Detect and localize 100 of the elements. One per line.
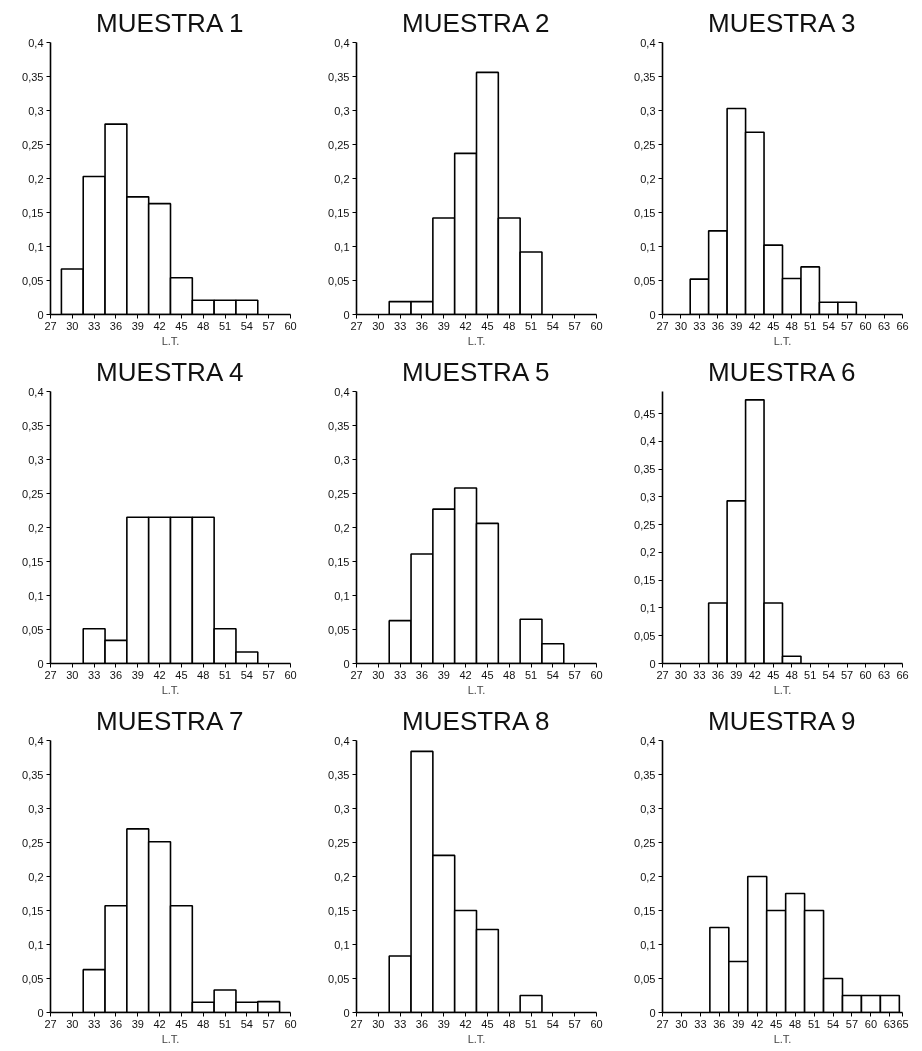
y-tick-label: 0,15 xyxy=(634,574,656,587)
x-tick-label: 51 xyxy=(804,668,817,681)
x-tick-label: 54 xyxy=(822,319,835,332)
y-tick-label: 0,15 xyxy=(22,206,44,219)
y-tick-label: 0,05 xyxy=(328,274,350,287)
y-tick-label: 0,25 xyxy=(22,138,44,151)
y-tick-label: 0,35 xyxy=(328,70,350,83)
y-tick-label: 0,3 xyxy=(334,453,350,466)
x-tick-label: 60 xyxy=(859,668,872,681)
y-tick-label: 0,05 xyxy=(634,274,656,287)
chart-title: MUESTRA 8 xyxy=(402,705,550,736)
x-tick-label: 60 xyxy=(859,319,872,332)
x-tick-label: 65 xyxy=(896,1017,909,1030)
x-tick-label: 45 xyxy=(767,319,780,332)
x-tick-label: 48 xyxy=(503,668,516,681)
x-tick-label: 60 xyxy=(284,668,297,681)
y-tick-label: 0,3 xyxy=(640,490,656,503)
x-axis-title: L.T. xyxy=(467,683,486,696)
x-tick-label: 48 xyxy=(197,1017,210,1030)
x-axis-title: L.T. xyxy=(161,1032,180,1045)
y-tick-label: 0,3 xyxy=(28,453,44,466)
x-tick-label: 45 xyxy=(481,668,494,681)
y-tick-label: 0,2 xyxy=(334,870,350,883)
x-tick-label: 60 xyxy=(864,1017,878,1030)
x-tick-label: 54 xyxy=(546,668,559,681)
y-tick-label: 0,1 xyxy=(28,938,44,951)
x-tick-label: 57 xyxy=(568,668,581,681)
y-tick-label: 0,15 xyxy=(22,904,44,917)
x-tick-label: 54 xyxy=(826,1017,840,1030)
y-tick-label: 0,25 xyxy=(634,836,656,849)
x-tick-label: 27 xyxy=(350,1017,363,1030)
x-tick-label: 27 xyxy=(656,1017,669,1030)
x-tick-label: 54 xyxy=(546,1017,559,1030)
chart-title: MUESTRA 3 xyxy=(708,7,856,38)
x-tick-label: 27 xyxy=(44,319,57,332)
x-tick-label: 57 xyxy=(841,319,854,332)
x-axis-title: L.T. xyxy=(467,334,486,347)
x-tick-label: 54 xyxy=(546,319,559,332)
chart-title: MUESTRA 7 xyxy=(96,705,244,736)
y-tick-label: 0,1 xyxy=(640,240,656,253)
x-tick-label: 27 xyxy=(656,668,669,681)
chart-title: MUESTRA 5 xyxy=(402,356,550,387)
x-tick-label: 51 xyxy=(804,319,817,332)
y-tick-label: 0,1 xyxy=(28,240,44,253)
x-tick-label: 60 xyxy=(284,319,297,332)
x-tick-label: 51 xyxy=(524,1017,538,1030)
x-tick-label: 30 xyxy=(372,668,385,681)
x-tick-label: 60 xyxy=(590,319,603,332)
x-axis-title: L.T. xyxy=(773,683,792,696)
y-tick-label: 0,15 xyxy=(634,904,656,917)
x-tick-label: 33 xyxy=(394,1017,407,1030)
y-tick-label: 0,15 xyxy=(22,555,44,568)
x-tick-label: 33 xyxy=(88,319,101,332)
x-tick-label: 39 xyxy=(131,1017,144,1030)
y-tick-label: 0,05 xyxy=(22,623,44,636)
x-tick-label: 45 xyxy=(481,1017,494,1030)
y-tick-label: 0 xyxy=(649,657,656,670)
y-tick-label: 0,25 xyxy=(22,836,44,849)
x-tick-label: 30 xyxy=(66,319,79,332)
y-tick-label: 0,35 xyxy=(22,768,44,781)
x-tick-label: 33 xyxy=(394,319,407,332)
x-tick-label: 48 xyxy=(503,1017,516,1030)
x-tick-label: 45 xyxy=(175,1017,188,1030)
chart-title: MUESTRA 4 xyxy=(96,356,244,387)
y-tick-label: 0,35 xyxy=(634,463,656,476)
x-tick-label: 48 xyxy=(785,319,798,332)
x-axis-title: L.T. xyxy=(773,1032,792,1045)
x-tick-label: 33 xyxy=(88,668,101,681)
x-tick-label: 30 xyxy=(674,319,688,332)
x-tick-label: 42 xyxy=(459,1017,472,1030)
y-tick-label: 0,1 xyxy=(334,589,350,602)
x-tick-label: 39 xyxy=(131,319,144,332)
x-tick-label: 54 xyxy=(822,668,835,681)
y-tick-label: 0,4 xyxy=(640,435,656,448)
y-tick-label: 0,25 xyxy=(328,487,350,500)
y-tick-label: 0,2 xyxy=(28,172,44,185)
y-tick-label: 0,1 xyxy=(640,601,656,614)
y-tick-label: 0,35 xyxy=(634,768,656,781)
x-tick-label: 30 xyxy=(66,1017,79,1030)
x-tick-label: 63 xyxy=(883,1017,896,1030)
x-axis-title: L.T. xyxy=(161,683,180,696)
x-tick-label: 42 xyxy=(459,668,472,681)
y-tick-label: 0 xyxy=(37,308,44,321)
x-tick-label: 60 xyxy=(590,1017,603,1030)
y-tick-label: 0,15 xyxy=(328,206,350,219)
y-tick-label: 0,05 xyxy=(328,972,350,985)
x-tick-label: 33 xyxy=(88,1017,101,1030)
x-tick-label: 45 xyxy=(175,668,188,681)
x-axis-title: L.T. xyxy=(467,1032,486,1045)
x-tick-label: 36 xyxy=(415,1017,429,1030)
y-tick-label: 0 xyxy=(649,308,656,321)
x-tick-label: 45 xyxy=(770,1017,783,1030)
y-tick-label: 0,4 xyxy=(640,734,656,747)
y-tick-label: 0,1 xyxy=(640,938,656,951)
chart-title: MUESTRA 1 xyxy=(96,7,244,38)
x-tick-label: 27 xyxy=(44,1017,57,1030)
x-tick-label: 30 xyxy=(675,1017,688,1030)
y-tick-label: 0,1 xyxy=(334,240,350,253)
x-tick-label: 33 xyxy=(693,668,706,681)
x-axis-title: L.T. xyxy=(161,334,180,347)
